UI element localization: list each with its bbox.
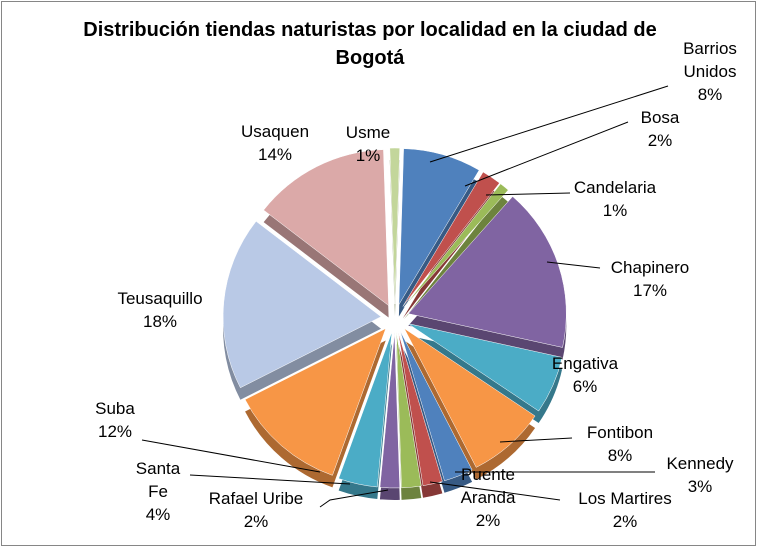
data-label: Fontibon 8%	[565, 421, 675, 467]
slice-side	[403, 195, 509, 320]
leader-line	[546, 261, 601, 269]
slice	[407, 323, 563, 412]
slice	[379, 331, 401, 489]
label-category: Teusaquillo	[117, 289, 203, 308]
label-category: Barrios Unidos	[683, 39, 737, 81]
label-category: Fontibon	[586, 423, 654, 442]
label-value: 1%	[355, 146, 381, 165]
slice	[404, 328, 536, 468]
label-value: 8%	[697, 85, 723, 104]
label-value: 2%	[243, 512, 269, 531]
label-category: Rafael Uribe	[208, 489, 304, 508]
slice	[396, 331, 422, 489]
chart-title: Distribución tiendas naturistas por loca…	[83, 19, 657, 69]
label-category: Bosa	[640, 108, 680, 127]
label-value: 17%	[632, 281, 668, 300]
label-value: 3%	[687, 477, 713, 496]
slice	[397, 331, 443, 486]
label-value: 18%	[142, 312, 178, 331]
label-category: Usaquen	[240, 122, 310, 141]
data-label: Usaquen 14%	[225, 120, 325, 166]
label-category: Candelaria	[573, 178, 657, 197]
data-label: Puente Aranda 2%	[455, 463, 521, 532]
slice	[338, 331, 393, 488]
label-category: Kennedy	[666, 454, 734, 473]
label-value: 8%	[607, 446, 633, 465]
slice	[263, 149, 389, 307]
data-label: Rafael Uribe 2%	[186, 487, 326, 533]
label-value: 2%	[475, 511, 501, 530]
data-label: Engativa 6%	[540, 352, 630, 398]
label-value: 2%	[612, 512, 638, 531]
slice	[399, 330, 473, 482]
leader-line	[141, 439, 321, 473]
data-label: Suba 12%	[75, 397, 155, 443]
slice	[407, 196, 567, 348]
label-value: 4%	[145, 505, 171, 524]
data-label: Candelaria 1%	[560, 176, 670, 222]
data-label: Barrios Unidos 8%	[672, 37, 748, 106]
label-value: 14%	[257, 145, 293, 164]
data-label: Kennedy 3%	[650, 452, 750, 498]
label-category: Suba	[95, 399, 135, 418]
data-label: Los Martires 2%	[560, 487, 690, 533]
slice	[402, 171, 500, 307]
label-category: Usme	[345, 123, 391, 142]
label-category: Los Martires	[578, 489, 672, 508]
leader-line	[485, 192, 571, 196]
data-label: Chapinero 17%	[590, 256, 710, 302]
label-value: 1%	[602, 201, 628, 220]
data-label: Santa Fe 4%	[130, 457, 186, 526]
slice	[222, 220, 382, 389]
leader-line	[464, 121, 629, 187]
leader-line	[429, 85, 669, 163]
data-label: Usme 1%	[338, 121, 398, 167]
label-value: 6%	[572, 377, 598, 396]
data-label: Bosa 2%	[620, 106, 700, 152]
slice	[398, 148, 480, 306]
label-category: Chapinero	[610, 258, 690, 277]
leader-line	[319, 489, 389, 508]
data-label: Teusaquillo 18%	[85, 287, 235, 333]
slice	[244, 328, 387, 476]
label-category: Puente Aranda	[460, 465, 516, 507]
leader-line	[189, 474, 351, 485]
leader-line	[499, 437, 573, 443]
label-value: 12%	[97, 422, 133, 441]
slice	[403, 183, 509, 308]
label-category: Engativa	[551, 354, 619, 373]
label-value: 2%	[647, 131, 673, 150]
slice	[389, 147, 400, 305]
label-category: Santa Fe	[135, 459, 181, 501]
leader-line	[429, 481, 561, 501]
